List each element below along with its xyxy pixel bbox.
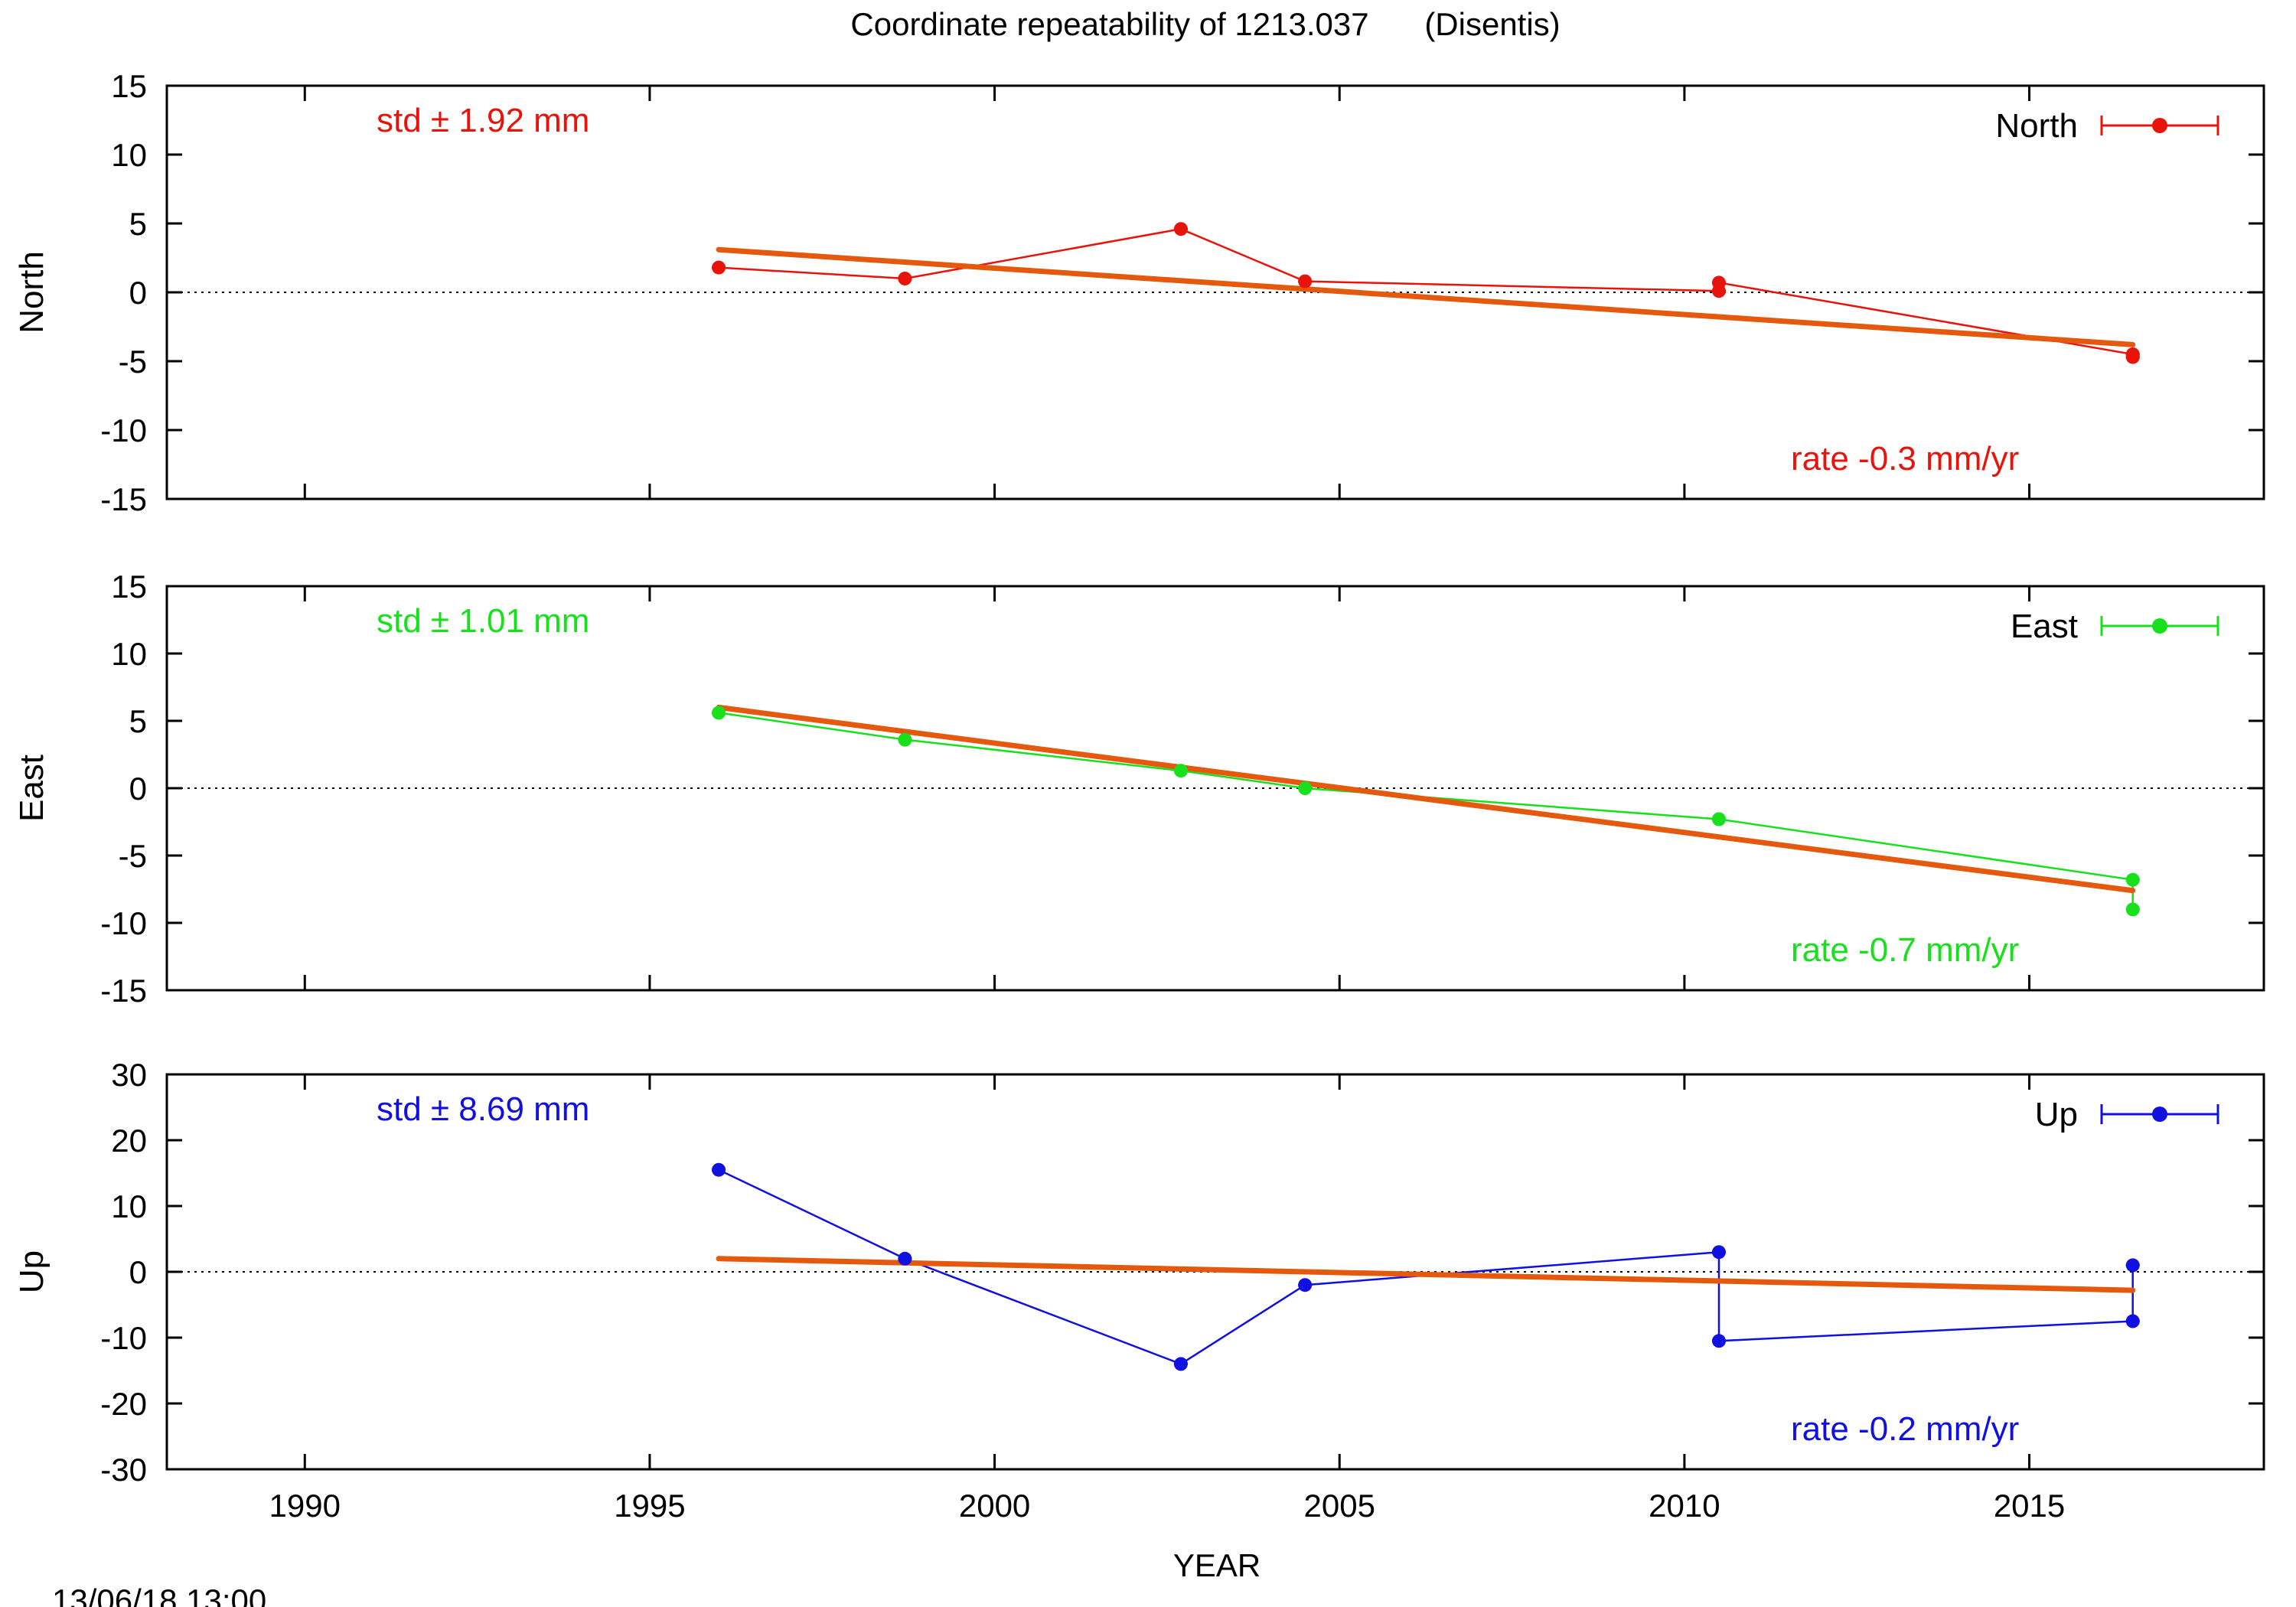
y-tick-label: 0 — [129, 771, 147, 807]
legend-label: North — [1995, 107, 2078, 145]
data-point — [1298, 274, 1313, 288]
series-line — [719, 227, 2134, 357]
rate-annotation: rate -0.7 mm/yr — [1791, 931, 2019, 969]
y-tick-label: -10 — [100, 1320, 147, 1356]
y-tick-label: -5 — [119, 838, 147, 874]
data-point — [712, 706, 726, 720]
data-point — [1711, 812, 1726, 826]
rate-annotation: rate -0.3 mm/yr — [1791, 440, 2019, 478]
data-point — [1173, 222, 1188, 236]
y-axis-label: North — [13, 251, 51, 334]
y-tick-label: 0 — [129, 275, 147, 311]
y-tick-label: 5 — [129, 703, 147, 739]
x-tick-label: 2000 — [959, 1488, 1030, 1524]
std-annotation: std ± 1.01 mm — [377, 602, 589, 640]
timestamp: 13/06/18 13:00 — [52, 1583, 266, 1607]
y-tick-label: 15 — [111, 68, 147, 104]
legend-marker — [2152, 118, 2167, 133]
y-tick-label: 15 — [111, 569, 147, 605]
y-tick-label: 0 — [129, 1254, 147, 1290]
legend-label: East — [2011, 608, 2078, 645]
chart-site: (Disentis) — [1424, 6, 1560, 42]
data-point — [898, 732, 912, 747]
x-tick-label: 1995 — [614, 1488, 685, 1524]
legend-marker — [2152, 1107, 2167, 1122]
y-tick-label: -15 — [100, 973, 147, 1009]
data-point — [712, 260, 726, 275]
x-tick-label: 1990 — [269, 1488, 341, 1524]
panel-east: -15 -10 -5 0 5 10 15 East std ± 1.01 mm rate -0.7… — [13, 569, 2265, 1009]
std-annotation: std ± 1.92 mm — [377, 102, 589, 139]
plot-frame — [165, 1073, 2265, 1471]
data-point — [1173, 1357, 1188, 1371]
y-tick-label: -5 — [119, 344, 147, 380]
trend-fit-line — [716, 246, 2136, 347]
y-tick-label: -10 — [100, 905, 147, 941]
chart-title: Coordinate repeatability of 1213.037 — [850, 6, 1368, 42]
x-tick-label: 2015 — [1994, 1488, 2065, 1524]
series-line — [718, 1169, 2134, 1365]
y-tick-label: 30 — [111, 1057, 147, 1093]
y-tick-label: -15 — [100, 481, 147, 517]
x-tick-label: 2005 — [1304, 1488, 1375, 1524]
std-annotation: std ± 8.69 mm — [377, 1090, 589, 1128]
y-tick-label: 10 — [111, 137, 147, 173]
legend-label: Up — [2035, 1096, 2078, 1133]
trend-fit-line — [716, 1256, 2136, 1293]
y-tick-label: 20 — [111, 1123, 147, 1159]
data-point — [2125, 872, 2140, 887]
trend-fit-line — [716, 704, 2136, 894]
data-point — [898, 272, 912, 285]
legend-marker — [2152, 618, 2167, 634]
data-point — [1298, 781, 1313, 795]
data-point — [2125, 350, 2140, 364]
panel-north: -15 -10 -5 0 5 10 15 North std ± 1.92 mm rate -0.… — [13, 68, 2265, 517]
data-point — [1173, 764, 1188, 778]
data-point — [2125, 902, 2140, 917]
x-tick-label: 2010 — [1649, 1488, 1720, 1524]
data-point — [712, 1162, 726, 1177]
rate-annotation: rate -0.2 mm/yr — [1791, 1410, 2019, 1448]
y-tick-label: -30 — [100, 1452, 147, 1488]
data-point — [1711, 275, 1726, 290]
data-point — [1298, 1278, 1313, 1292]
series-line — [718, 712, 2134, 910]
plot-frame — [165, 84, 2265, 500]
data-point — [2125, 1258, 2140, 1273]
x-axis-label: YEAR — [1173, 1547, 1261, 1583]
y-tick-label: 10 — [111, 636, 147, 672]
y-axis-label: East — [13, 755, 51, 822]
y-tick-label: -20 — [100, 1386, 147, 1422]
data-point — [1711, 1334, 1726, 1348]
y-tick-label: 5 — [129, 206, 147, 242]
plot-frame — [165, 585, 2265, 992]
panels: -15 -10 -5 0 5 10 15 North std ± 1.92 mm rate -0.… — [13, 68, 2265, 1524]
panel-up: -30 -20 -10 0 10 20 30 1990 1995 2000 2005 2010 2015… — [13, 1057, 2265, 1524]
data-point — [2125, 1314, 2140, 1328]
y-tick-label: -10 — [100, 412, 147, 448]
data-point — [1711, 1245, 1726, 1260]
y-tick-label: 10 — [111, 1188, 147, 1224]
y-axis-label: Up — [13, 1250, 51, 1293]
data-point — [898, 1251, 912, 1266]
